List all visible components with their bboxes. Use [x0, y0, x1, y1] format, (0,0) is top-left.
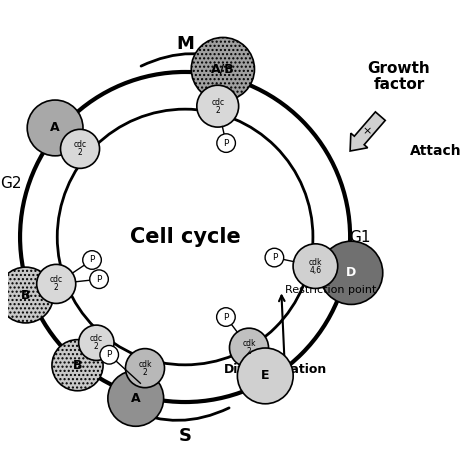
Text: S: S	[179, 427, 191, 445]
Circle shape	[229, 328, 269, 367]
Circle shape	[197, 85, 238, 127]
Text: A/B: A/B	[211, 63, 235, 75]
Circle shape	[237, 348, 293, 404]
Circle shape	[217, 308, 235, 326]
Circle shape	[293, 244, 337, 289]
Text: P: P	[223, 138, 229, 147]
Circle shape	[108, 371, 164, 426]
Text: P: P	[223, 312, 228, 321]
Circle shape	[217, 134, 236, 152]
Circle shape	[126, 348, 164, 388]
Text: Differentiation: Differentiation	[224, 363, 328, 376]
Text: Attach: Attach	[410, 144, 462, 158]
Circle shape	[79, 325, 114, 360]
Text: cdc
2: cdc 2	[90, 334, 103, 351]
Text: G1: G1	[349, 229, 370, 245]
Text: A: A	[50, 121, 60, 135]
Text: E: E	[261, 369, 270, 383]
Text: Growth
factor: Growth factor	[367, 61, 430, 92]
Text: cdk
4,6: cdk 4,6	[309, 258, 322, 274]
Text: Cell cycle: Cell cycle	[130, 227, 240, 247]
Text: P: P	[272, 253, 277, 262]
Text: M: M	[176, 35, 194, 53]
Text: B: B	[73, 359, 82, 372]
Text: B: B	[21, 289, 30, 301]
Text: P: P	[89, 255, 95, 264]
Circle shape	[90, 270, 109, 289]
Circle shape	[191, 37, 255, 100]
Circle shape	[27, 100, 83, 156]
Circle shape	[61, 129, 100, 168]
Circle shape	[36, 264, 76, 303]
Circle shape	[319, 241, 383, 304]
Text: G2: G2	[0, 176, 21, 191]
Text: cdc
2: cdc 2	[50, 275, 63, 292]
Text: P: P	[96, 275, 102, 284]
Text: A: A	[131, 392, 141, 405]
Circle shape	[100, 346, 118, 364]
Text: cdc
2: cdc 2	[73, 140, 87, 157]
FancyArrow shape	[350, 112, 385, 151]
Text: cdk
2: cdk 2	[242, 339, 256, 356]
Circle shape	[265, 248, 283, 267]
Circle shape	[52, 340, 103, 391]
Circle shape	[0, 267, 54, 323]
Text: ×: ×	[362, 127, 372, 137]
Text: D: D	[346, 266, 356, 279]
Text: cdc
2: cdc 2	[211, 98, 224, 115]
Text: Restriction point: Restriction point	[285, 285, 376, 295]
Text: cdk
2: cdk 2	[138, 360, 152, 377]
Circle shape	[83, 251, 101, 269]
Text: P: P	[107, 350, 112, 359]
